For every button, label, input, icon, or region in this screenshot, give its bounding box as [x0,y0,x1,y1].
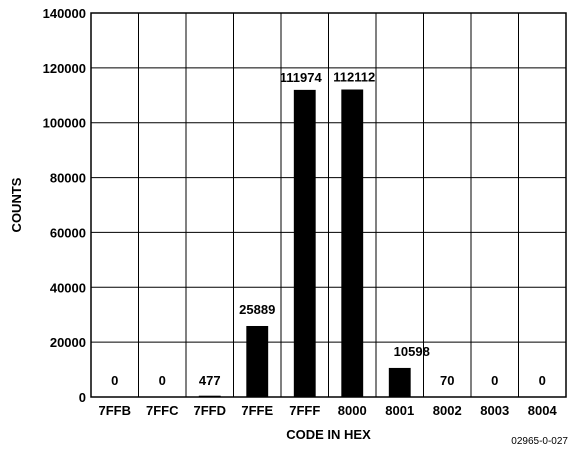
data-label-8004: 0 [539,373,546,388]
x-tick-label: 8001 [385,403,414,418]
x-axis-title: CODE IN HEX [286,427,371,442]
data-label-8000: 112112 [333,69,375,84]
y-tick-label: 60000 [50,225,86,240]
data-label-8001: 10598 [394,344,430,359]
data-labels: 0 0 477 25889 111974 112112 10598 70 0 0 [111,69,546,388]
data-label-8002: 70 [440,373,454,388]
bar-7fff [293,89,316,398]
grid-lines [91,12,566,398]
data-label-7ffe: 25889 [239,302,275,317]
x-tick-label: 8002 [433,403,462,418]
y-tick-label: 40000 [50,280,86,295]
bar-8001 [388,367,411,397]
x-tick-label: 7FFC [146,403,179,418]
plot-frame [90,12,567,398]
data-label-8003: 0 [491,373,498,388]
x-tick-label: 7FFF [289,403,320,418]
x-tick-label: 8003 [480,403,509,418]
data-label-7ffd: 477 [199,373,221,388]
data-label-7fff: 111974 [280,70,323,85]
y-tick-label: 0 [79,390,86,405]
x-tick-label: 7FFE [241,403,273,418]
bars [198,89,459,398]
data-label-7ffb: 0 [111,373,118,388]
bar-7ffe [246,325,269,397]
y-tick-label: 20000 [50,335,86,350]
y-tick-labels: 0 20000 40000 60000 80000 100000 120000 140000 [43,6,86,405]
y-tick-label: 100000 [43,116,86,131]
x-tick-labels: 7FFB 7FFC 7FFD 7FFE 7FFF 8000 8001 8002 8003 8004 [99,403,558,418]
y-tick-label: 140000 [43,6,86,21]
x-tick-label: 7FFD [194,403,227,418]
figure-code: 02965-0-027 [511,436,568,447]
x-tick-label: 8000 [338,403,367,418]
data-label-7ffc: 0 [159,373,166,388]
y-axis-title: COUNTS [9,177,24,232]
y-tick-label: 120000 [43,61,86,76]
x-tick-label: 8004 [528,403,558,418]
y-tick-label: 80000 [50,171,86,186]
x-tick-label: 7FFB [99,403,132,418]
bar-8000 [341,89,364,397]
